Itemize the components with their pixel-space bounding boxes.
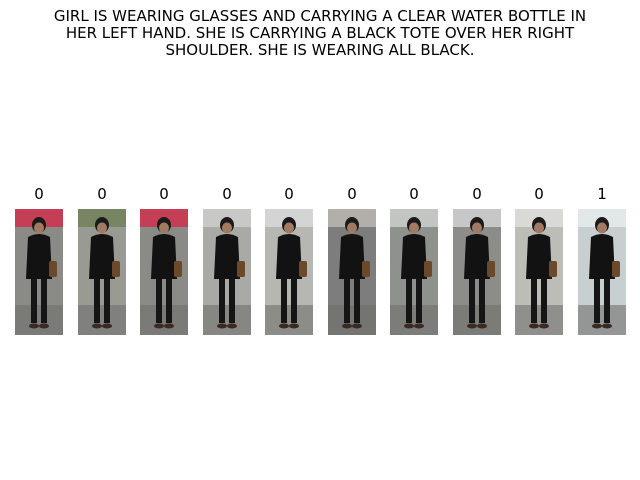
match-label: 0: [265, 185, 313, 203]
person-thumbnail[interactable]: [390, 209, 438, 335]
person-thumbnail[interactable]: [265, 209, 313, 335]
match-label: 0: [453, 185, 501, 203]
person-figure: [203, 209, 251, 335]
person-thumbnail[interactable]: [203, 209, 251, 335]
match-label: 0: [203, 185, 251, 203]
person-figure: [515, 209, 563, 335]
result-item: 0: [203, 185, 251, 203]
result-item: 0: [140, 185, 188, 203]
person-figure: [578, 209, 626, 335]
person-thumbnail[interactable]: [328, 209, 376, 335]
result-item: 0: [328, 185, 376, 203]
match-label: 0: [15, 185, 63, 203]
match-label: 0: [78, 185, 126, 203]
person-figure: [265, 209, 313, 335]
person-thumbnail[interactable]: [453, 209, 501, 335]
result-item: 0: [78, 185, 126, 203]
result-item: 1: [578, 185, 626, 203]
match-label: 1: [578, 185, 626, 203]
person-thumbnail[interactable]: [78, 209, 126, 335]
person-thumbnail[interactable]: [515, 209, 563, 335]
result-item: 0: [515, 185, 563, 203]
match-label: 0: [515, 185, 563, 203]
person-figure: [140, 209, 188, 335]
person-figure: [453, 209, 501, 335]
person-figure: [328, 209, 376, 335]
result-item: 0: [453, 185, 501, 203]
person-figure: [15, 209, 63, 335]
result-item: 0: [15, 185, 63, 203]
person-thumbnail[interactable]: [578, 209, 626, 335]
result-item: 0: [265, 185, 313, 203]
match-label: 0: [328, 185, 376, 203]
person-figure: [78, 209, 126, 335]
person-thumbnail[interactable]: [140, 209, 188, 335]
match-label: 0: [390, 185, 438, 203]
person-thumbnail[interactable]: [15, 209, 63, 335]
match-label: 0: [140, 185, 188, 203]
result-item: 0: [390, 185, 438, 203]
person-figure: [390, 209, 438, 335]
